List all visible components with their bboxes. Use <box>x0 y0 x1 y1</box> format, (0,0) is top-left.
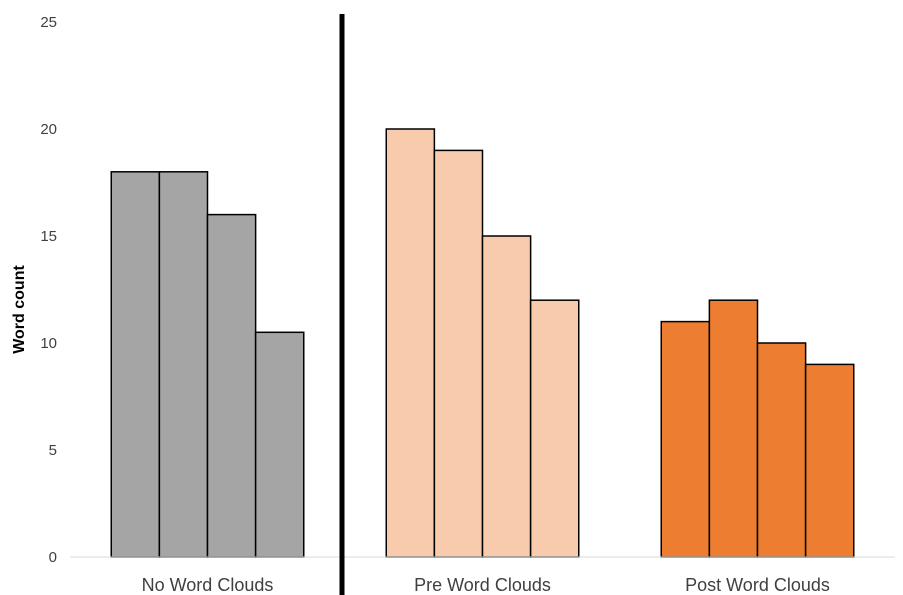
x-category-label: Post Word Clouds <box>685 575 830 595</box>
bar <box>110 171 161 558</box>
bar <box>529 299 580 558</box>
bar <box>804 363 855 558</box>
bar <box>433 149 484 558</box>
y-tick-label: 0 <box>49 549 57 566</box>
y-tick-label: 20 <box>40 121 57 138</box>
x-category-label: Pre Word Clouds <box>414 575 551 595</box>
y-axis-title: Word count <box>11 265 28 354</box>
y-axis-ticks: 0 5 10 15 20 25 <box>40 14 57 566</box>
bar <box>481 235 532 558</box>
bars <box>110 128 855 558</box>
bar <box>660 320 711 558</box>
y-tick-label: 5 <box>49 442 57 459</box>
y-tick-label: 15 <box>40 228 57 245</box>
x-axis-category-labels: No Word Clouds Pre Word Clouds Post Word C… <box>142 575 830 595</box>
bar <box>756 342 807 558</box>
bar <box>158 171 209 558</box>
y-tick-label: 10 <box>40 335 57 352</box>
x-category-label: No Word Clouds <box>142 575 274 595</box>
bar <box>254 331 305 558</box>
y-tick-label: 25 <box>40 14 57 31</box>
bar <box>206 213 257 558</box>
bar <box>385 128 436 558</box>
bar <box>708 299 759 558</box>
